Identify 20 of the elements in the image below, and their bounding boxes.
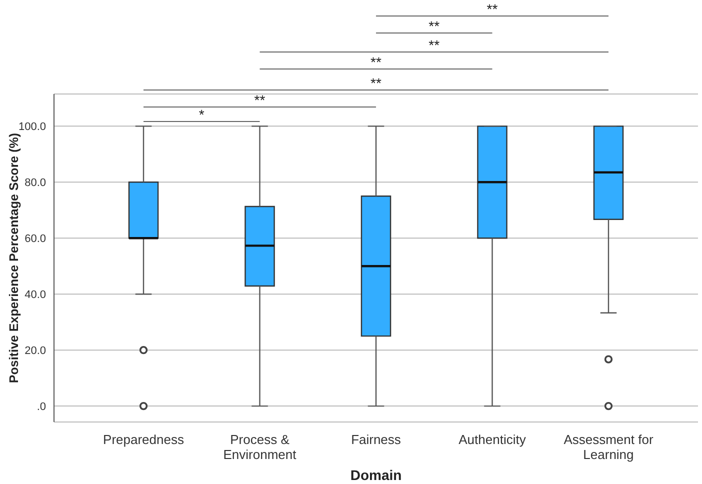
x-tick-label: Assessment for Learning bbox=[564, 432, 654, 462]
text: ** bbox=[428, 37, 440, 53]
annotation: ** bbox=[254, 92, 266, 108]
y-tick-label: 40.0 bbox=[24, 289, 46, 302]
annotation: * bbox=[198, 106, 205, 122]
text: ** bbox=[486, 1, 498, 17]
x-tick-label: Preparedness bbox=[103, 432, 184, 447]
x-tick-label: Process & Environment bbox=[223, 432, 297, 462]
y-tick-label: 80.0 bbox=[24, 177, 46, 190]
text: ** bbox=[428, 18, 440, 34]
text: ** bbox=[370, 75, 382, 91]
y-tick-label: 20.0 bbox=[24, 344, 46, 357]
y-tick-label: 60.0 bbox=[24, 233, 46, 246]
y-axis-title: Positive Experience Percentage Score (%) bbox=[7, 132, 21, 384]
y-tick-label: .0 bbox=[36, 400, 46, 413]
x-tick-label: Fairness bbox=[351, 432, 402, 447]
x-tick-label: Authenticity bbox=[458, 432, 526, 447]
y-tick-label: 100.0 bbox=[18, 121, 46, 134]
x-axis-title: Domain bbox=[350, 467, 402, 483]
text: ** bbox=[370, 54, 382, 70]
